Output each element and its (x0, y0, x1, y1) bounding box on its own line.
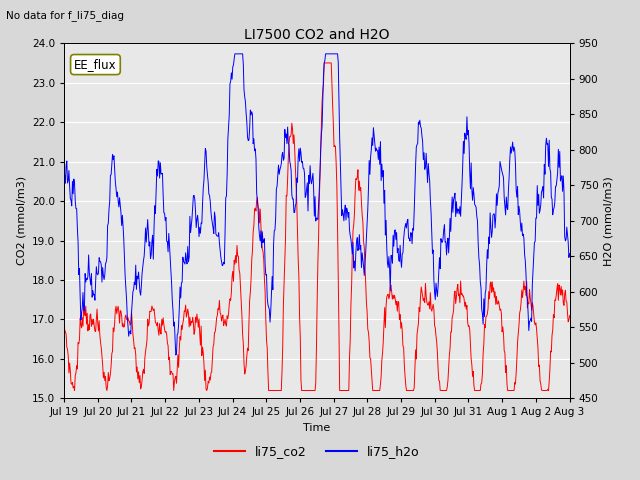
Title: LI7500 CO2 and H2O: LI7500 CO2 and H2O (244, 28, 390, 42)
X-axis label: Time: Time (303, 423, 330, 433)
Text: No data for f_li75_diag: No data for f_li75_diag (6, 10, 124, 21)
Y-axis label: CO2 (mmol/m3): CO2 (mmol/m3) (16, 176, 26, 265)
Text: EE_flux: EE_flux (74, 58, 116, 71)
Y-axis label: H2O (mmol/m3): H2O (mmol/m3) (604, 176, 614, 265)
Legend: li75_co2, li75_h2o: li75_co2, li75_h2o (209, 440, 424, 463)
